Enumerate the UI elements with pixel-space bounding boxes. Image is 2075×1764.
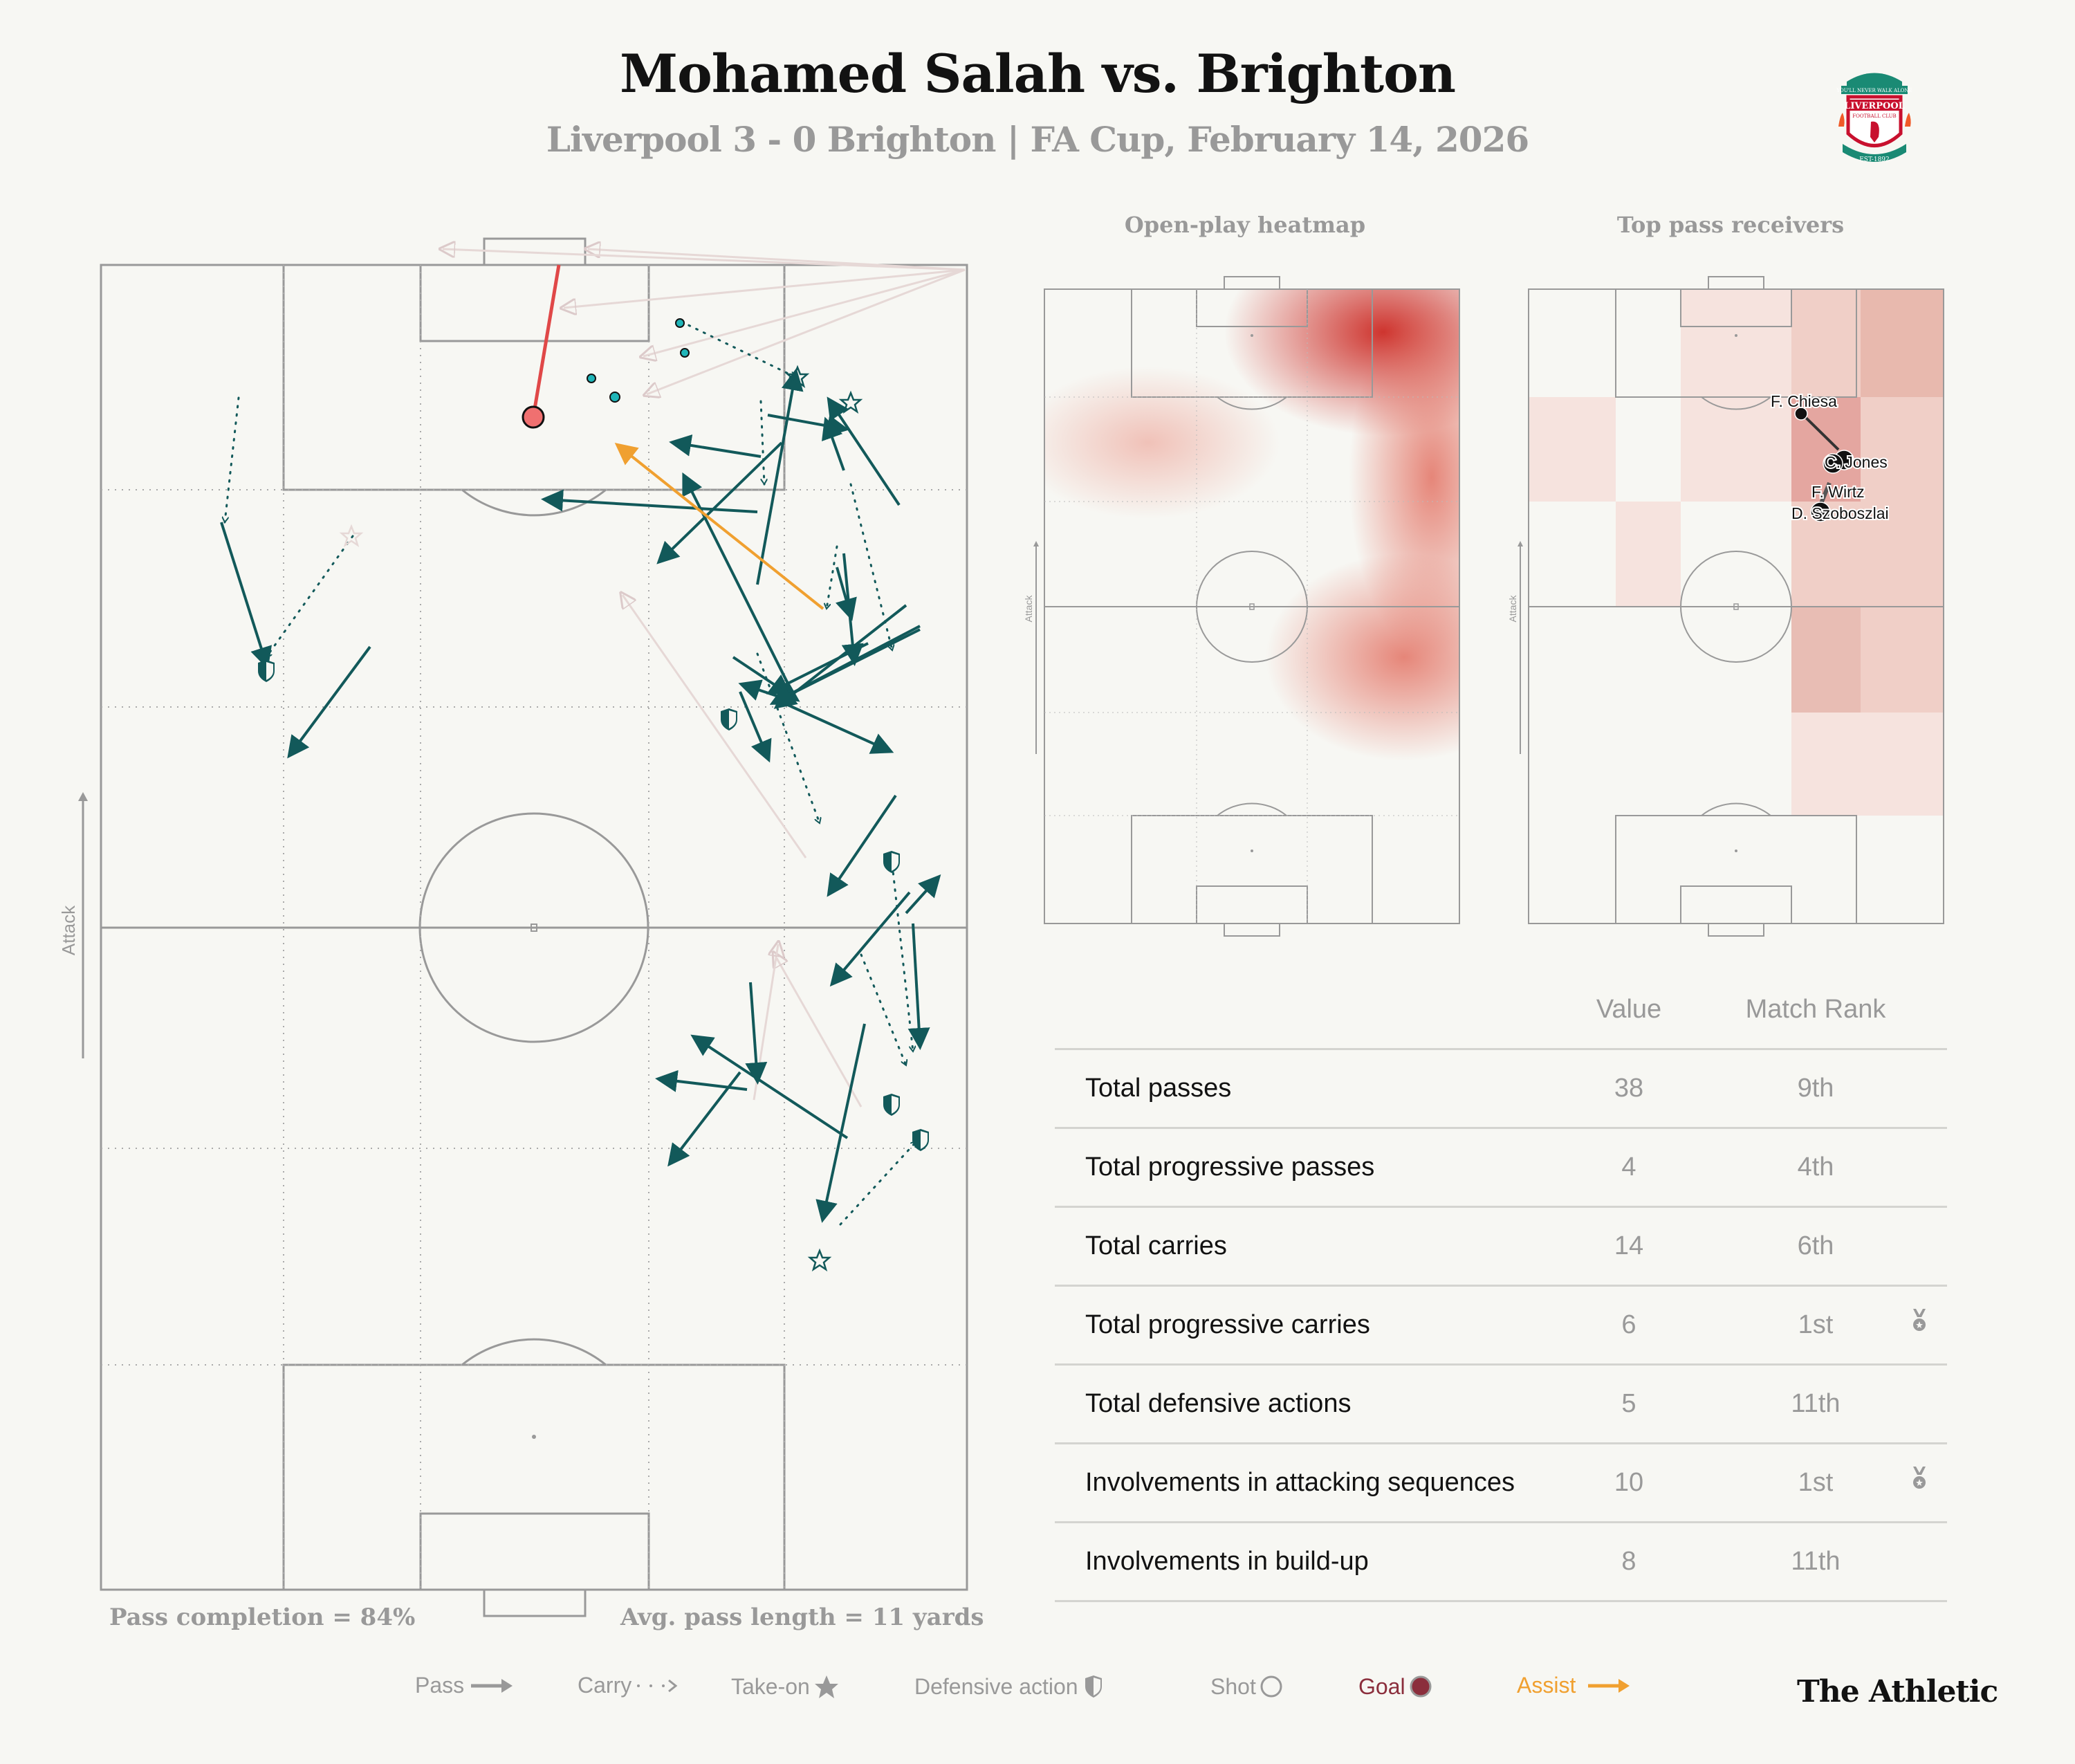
stat-label: Total defensive actions	[1085, 1389, 1352, 1418]
stat-value: 4	[1621, 1152, 1636, 1182]
goal-circle-icon	[1410, 1675, 1432, 1698]
stat-value: 5	[1621, 1389, 1636, 1418]
goal-marker	[522, 405, 545, 429]
assist-arrow-icon	[1588, 1678, 1630, 1693]
avg-pass-length: Avg. pass length = 11 yards	[620, 1604, 984, 1631]
shield-icon	[1085, 1675, 1102, 1698]
legend-shot-label: Shot	[1210, 1673, 1256, 1699]
legend-goal: Goal	[1358, 1673, 1436, 1700]
value-header: Value	[1596, 995, 1662, 1024]
take-on-icons	[339, 365, 863, 1271]
stat-label: Involvements in build-up	[1085, 1547, 1369, 1576]
attack-arrow-icon	[78, 792, 88, 1058]
receivers-pitch: Attack F. Chiesa C. Jones F. Wirtz D. Sz…	[1507, 276, 1944, 937]
carries	[225, 320, 918, 1226]
crest-est: EST-1892	[1859, 156, 1890, 163]
match-subtitle: Liverpool 3 - 0 Brighton | FA Cup, Febru…	[546, 119, 1529, 160]
stat-rank: 1st	[1798, 1310, 1834, 1339]
stat-value: 10	[1614, 1468, 1644, 1497]
assist-arrow	[614, 443, 824, 610]
receiver-dot-wirtz	[1823, 453, 1843, 474]
receiver-label: F. Wirtz	[1811, 483, 1865, 501]
stat-label: Involvements in attacking sequences	[1085, 1468, 1515, 1497]
receiver-zones	[1529, 289, 1944, 816]
attack-label: Attack	[58, 905, 79, 955]
receiver-dot-szoboszlai	[1810, 502, 1831, 522]
stat-row: Total progressive carries 6 1st	[1055, 1287, 1947, 1366]
heatmap-pitch: Attack	[1023, 276, 1460, 937]
passes	[220, 368, 941, 1223]
shots	[587, 318, 690, 403]
stat-label: Total progressive carries	[1085, 1310, 1370, 1339]
stat-rank: 1st	[1798, 1468, 1834, 1497]
crest-motto: YOU'LL NEVER WALK ALONE	[1836, 88, 1912, 93]
legend-defensive-label: Defensive action	[914, 1673, 1078, 1699]
legend-carry-label: Carry	[578, 1673, 632, 1698]
legend-pass-label: Pass	[415, 1673, 465, 1698]
stat-value: 6	[1621, 1310, 1636, 1339]
receivers-attack-label: Attack	[1507, 595, 1518, 623]
goal-trajectory	[531, 264, 561, 418]
brand-logo: The Athletic	[1797, 1674, 1998, 1709]
faded-passes	[443, 249, 966, 1108]
legend-goal-label: Goal	[1358, 1673, 1405, 1699]
pass-arrow-icon	[471, 1678, 513, 1693]
legend-carry: Carry	[578, 1673, 683, 1698]
stats-header: Value Match Rank	[1055, 982, 1947, 1050]
stat-label: Total progressive passes	[1085, 1152, 1375, 1182]
stat-label: Total passes	[1085, 1074, 1232, 1103]
main-pitch: Attack	[58, 237, 968, 1617]
heatmap-attack-label: Attack	[1023, 595, 1034, 623]
stat-row: Total progressive passes 4 4th	[1055, 1129, 1947, 1208]
receiver-label: F. Chiesa	[1771, 392, 1837, 410]
stats-table: Value Match Rank Total passes 38 9th Tot…	[1055, 982, 1947, 1602]
defensive-action-icons	[258, 660, 929, 1151]
stat-value: 8	[1621, 1547, 1636, 1576]
stat-rank: 11th	[1791, 1547, 1841, 1576]
stat-row: Total defensive actions 5 11th	[1055, 1366, 1947, 1444]
stat-row: Total carries 14 6th	[1055, 1208, 1947, 1287]
legend-assist: Assist	[1517, 1673, 1634, 1698]
crest-sub: FOOTBALL CLUB	[1852, 113, 1896, 119]
stat-value: 14	[1614, 1231, 1644, 1260]
crest-name: LIVERPOOL	[1844, 101, 1905, 111]
heatmap-title: Open-play heatmap	[1124, 212, 1366, 238]
legend-shot: Shot	[1210, 1673, 1286, 1700]
stat-rank: 11th	[1791, 1389, 1841, 1418]
star-icon	[814, 1675, 838, 1698]
legend-defensive: Defensive action	[914, 1673, 1109, 1700]
stat-rank: 9th	[1797, 1074, 1834, 1103]
receiver-label: C. Jones	[1825, 453, 1888, 471]
shot-circle-icon	[1260, 1675, 1282, 1698]
stat-label: Total carries	[1085, 1231, 1227, 1260]
carry-arrow-icon	[637, 1679, 678, 1692]
page-title: Mohamed Salah vs. Brighton	[619, 43, 1456, 104]
legend-pass: Pass	[415, 1673, 515, 1698]
stat-row: Total passes 38 9th	[1055, 1050, 1947, 1129]
receiver-label: D. Szoboszlai	[1791, 504, 1889, 522]
stat-rank: 6th	[1797, 1231, 1834, 1260]
stat-value: 38	[1614, 1074, 1644, 1103]
pass-completion: Pass completion = 84%	[109, 1604, 416, 1631]
liverpool-crest-icon: YOU'LL NEVER WALK ALONE LIVERPOOL FOOTBA…	[1836, 73, 1912, 163]
legend-assist-label: Assist	[1517, 1673, 1576, 1698]
rank-header: Match Rank	[1745, 995, 1886, 1024]
receiver-dot-chiesa	[1794, 407, 1808, 421]
receivers-title: Top pass receivers	[1616, 212, 1845, 238]
legend-take-on-label: Take-on	[731, 1673, 810, 1699]
legend-take-on: Take-on	[731, 1673, 840, 1700]
stat-row: Involvements in attacking sequences 10 1…	[1055, 1444, 1947, 1523]
stat-rank: 4th	[1797, 1152, 1834, 1182]
stat-row: Involvements in build-up 8 11th	[1055, 1523, 1947, 1602]
